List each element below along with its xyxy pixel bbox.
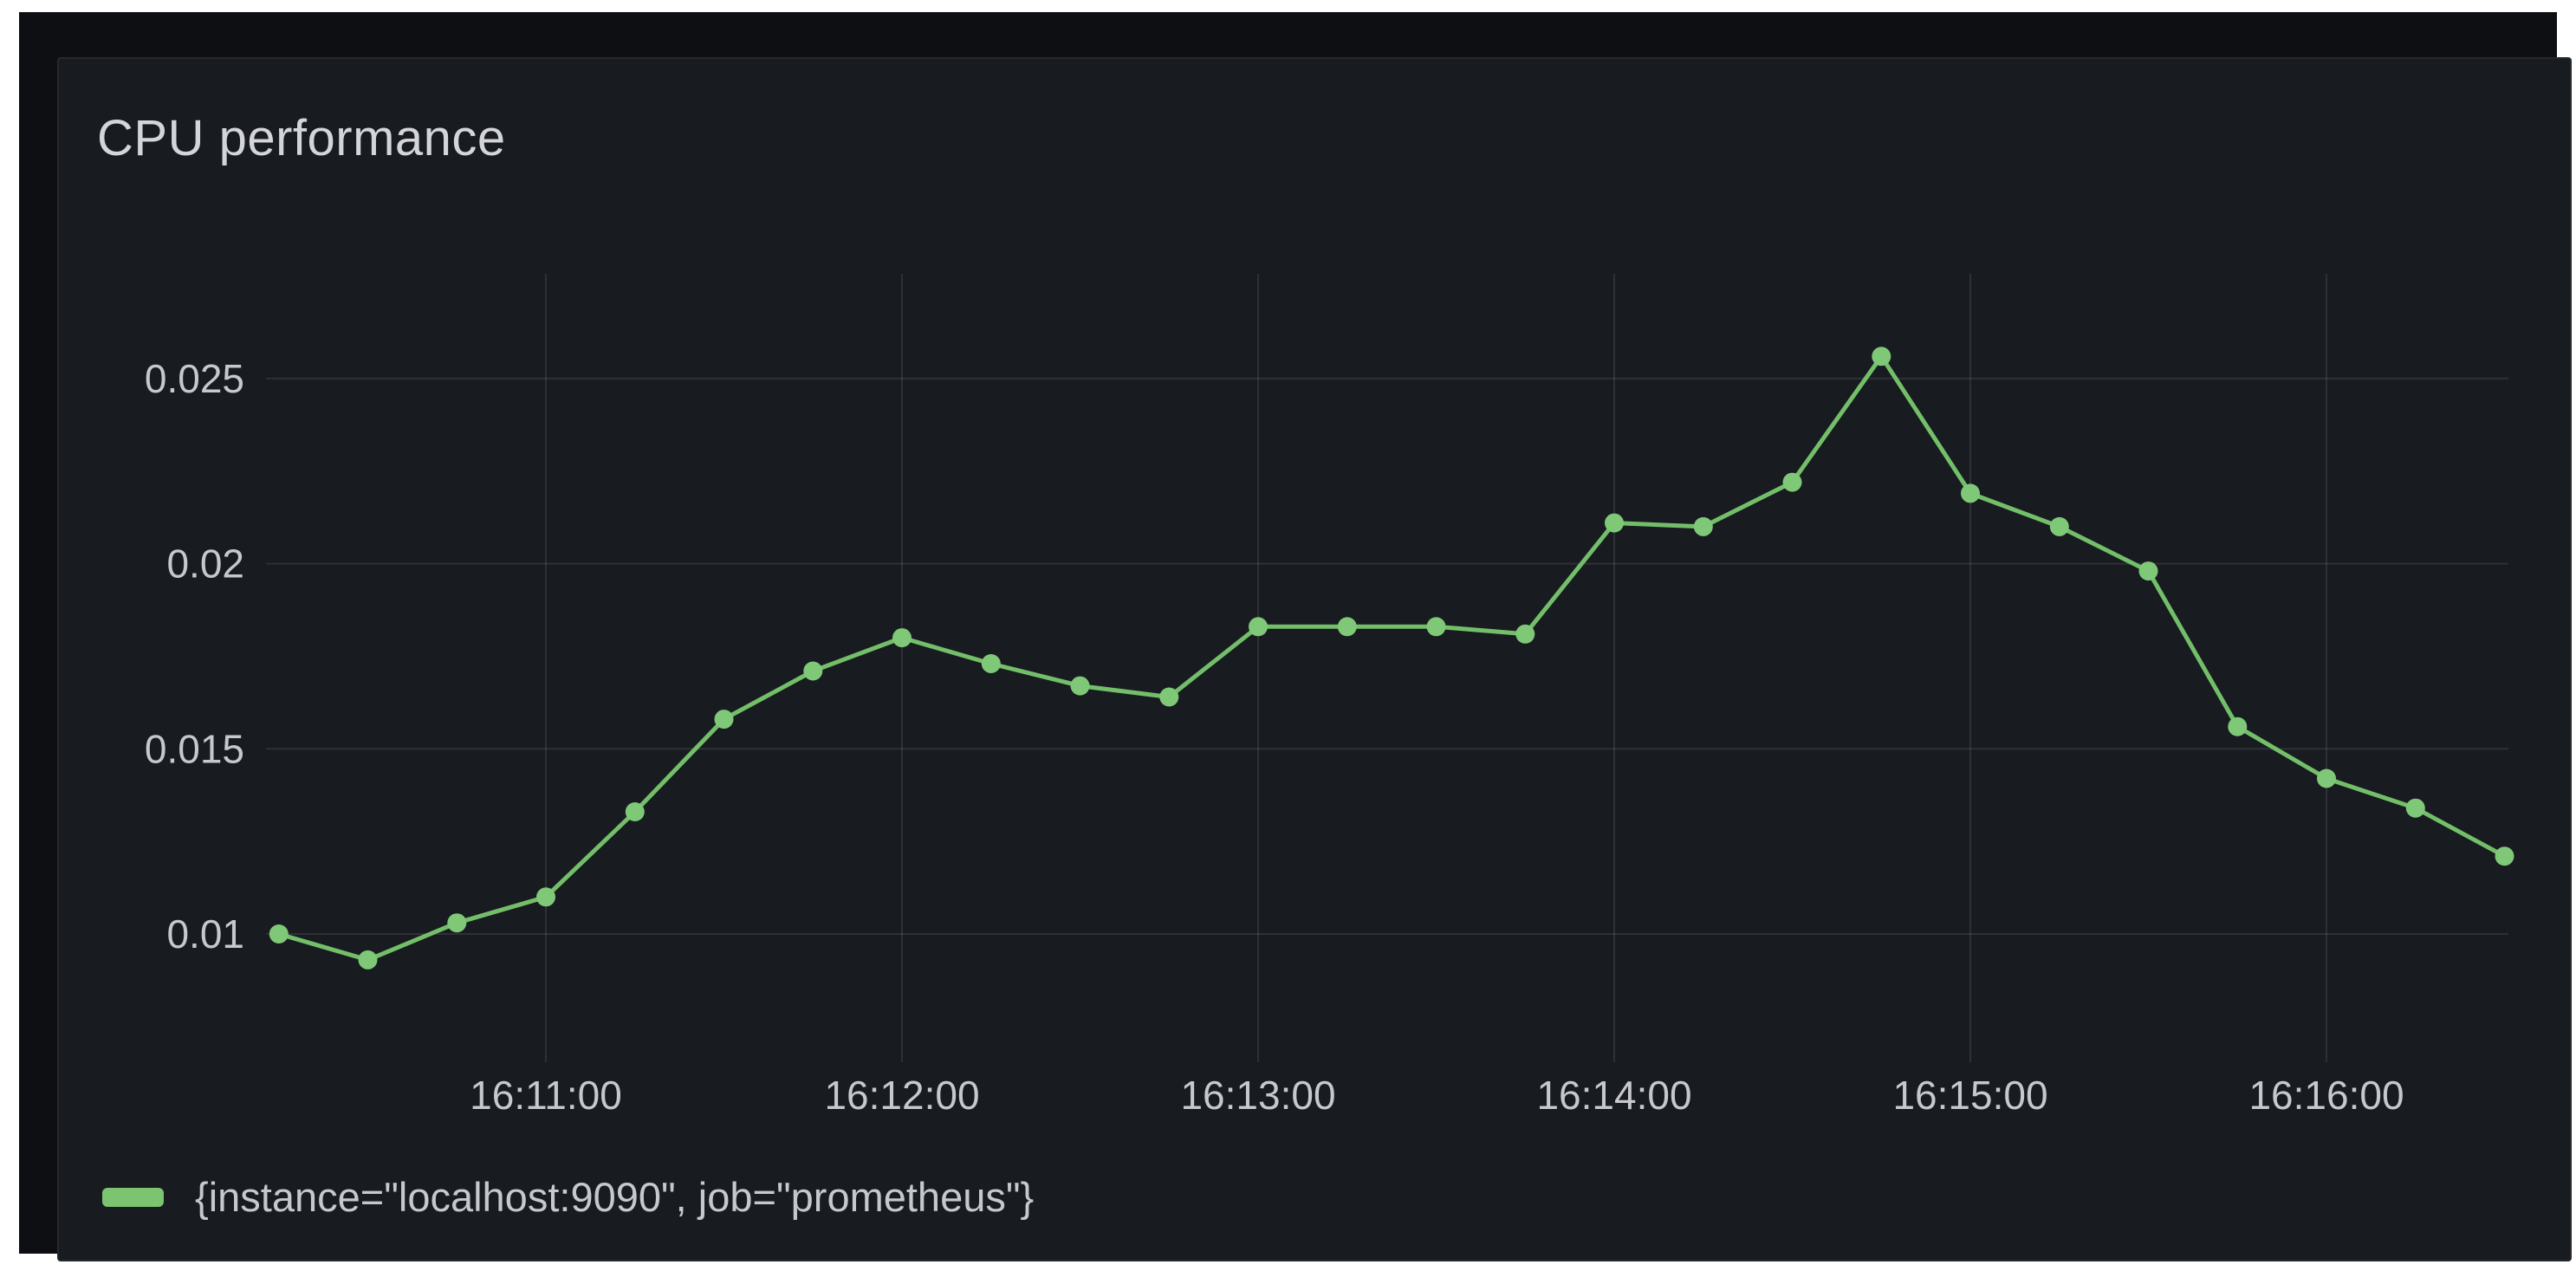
legend-item[interactable]: {instance="localhost:9090", job="prometh… bbox=[102, 1173, 1034, 1221]
data-point[interactable] bbox=[2049, 516, 2069, 536]
data-point[interactable] bbox=[2228, 717, 2248, 736]
data-point[interactable] bbox=[1159, 687, 1179, 707]
data-point[interactable] bbox=[803, 661, 823, 681]
panel-title[interactable]: CPU performance bbox=[97, 110, 506, 166]
data-point[interactable] bbox=[625, 802, 645, 821]
data-point[interactable] bbox=[1872, 347, 1891, 366]
y-axis-tick-label: 0.02 bbox=[166, 541, 244, 587]
series-layer bbox=[269, 347, 2514, 969]
axis-layer: 0.01 0.015 0.02 0.025 16:11:00 16:12:00 16:13:… bbox=[145, 356, 2404, 1118]
y-axis-tick-label: 0.015 bbox=[145, 726, 244, 771]
data-point[interactable] bbox=[1337, 617, 1357, 637]
data-point[interactable] bbox=[1426, 617, 1446, 637]
grid-layer bbox=[266, 274, 2508, 1062]
data-point[interactable] bbox=[1961, 483, 1980, 503]
data-point[interactable] bbox=[1782, 472, 1802, 492]
series-line[interactable] bbox=[276, 353, 2507, 963]
legend-series-label[interactable]: {instance="localhost:9090", job="prometh… bbox=[195, 1174, 1035, 1220]
data-point[interactable] bbox=[358, 950, 378, 969]
cpu-chart: 0.01 0.015 0.02 0.025 16:11:00 16:12:00 16:13:… bbox=[145, 274, 2514, 1118]
data-point[interactable] bbox=[1693, 516, 1713, 536]
x-axis-tick-label: 16:13:00 bbox=[1180, 1073, 1335, 1118]
data-point[interactable] bbox=[2317, 768, 2336, 788]
data-point[interactable] bbox=[1605, 513, 1624, 533]
data-point[interactable] bbox=[2405, 798, 2425, 818]
data-point[interactable] bbox=[1515, 624, 1535, 644]
data-point[interactable] bbox=[892, 628, 912, 648]
data-point[interactable] bbox=[1070, 676, 1090, 696]
data-point[interactable] bbox=[269, 924, 289, 944]
x-axis-tick-label: 16:11:00 bbox=[470, 1073, 622, 1118]
y-axis-tick-label: 0.01 bbox=[166, 911, 244, 956]
x-axis-tick-label: 16:12:00 bbox=[824, 1073, 979, 1118]
cpu-performance-panel: CPU performance 0.01 0.015 0.02 0.025 16:11:… bbox=[57, 57, 2572, 1261]
data-point[interactable] bbox=[714, 710, 734, 730]
data-point[interactable] bbox=[981, 654, 1001, 673]
legend-series-swatch[interactable] bbox=[102, 1187, 164, 1207]
dashboard-background: CPU performance 0.01 0.015 0.02 0.025 16:11:… bbox=[19, 12, 2572, 1261]
data-point[interactable] bbox=[2138, 561, 2158, 581]
data-point[interactable] bbox=[1249, 617, 1268, 637]
x-axis-tick-label: 16:15:00 bbox=[1892, 1073, 2047, 1118]
data-point[interactable] bbox=[2495, 846, 2514, 866]
y-axis-tick-label: 0.025 bbox=[145, 356, 244, 401]
x-axis-tick-label: 16:14:00 bbox=[1536, 1073, 1691, 1118]
data-point[interactable] bbox=[536, 887, 555, 907]
x-axis-tick-label: 16:16:00 bbox=[2248, 1073, 2404, 1118]
data-point[interactable] bbox=[447, 913, 467, 933]
